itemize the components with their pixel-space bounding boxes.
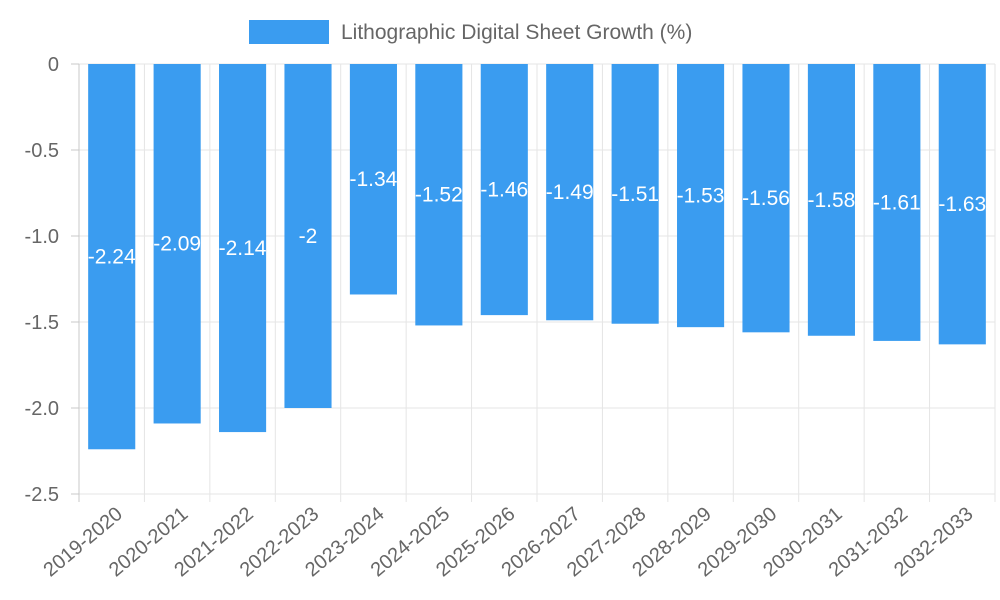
- bar-value-label: -1.34: [349, 168, 397, 191]
- legend[interactable]: Lithographic Digital Sheet Growth (%): [249, 20, 692, 44]
- y-tick-label: -2.5: [25, 484, 59, 506]
- bar-value-label: -1.61: [873, 191, 921, 214]
- bar-value-label: -2.14: [219, 237, 267, 260]
- y-tick-label: -2.0: [25, 398, 59, 420]
- bar-value-label: -2.09: [153, 233, 201, 256]
- data-labels: -2.24 -2.09 -2.14 -2 -1.34 -1.52 -1.46 -1.49 -1.…: [88, 168, 986, 268]
- y-tick-label: 0: [48, 54, 59, 76]
- bar[interactable]: [284, 64, 332, 408]
- bar-value-label: -1.51: [611, 183, 659, 206]
- bar[interactable]: [938, 64, 986, 345]
- grid-layer: [78, 63, 996, 502]
- bar-value-label: -1.56: [742, 187, 790, 210]
- axes: [71, 63, 80, 502]
- y-tick-label: -0.5: [25, 140, 59, 162]
- bar-value-label: -1.63: [938, 193, 986, 216]
- y-tick-label: -1.5: [25, 312, 59, 334]
- bar-value-label: -1.46: [480, 179, 528, 202]
- y-tick-label: -1.0: [25, 226, 59, 248]
- legend-swatch: [249, 20, 329, 44]
- bar[interactable]: [153, 64, 201, 424]
- bar[interactable]: [415, 64, 463, 326]
- bar[interactable]: [611, 64, 659, 324]
- bar[interactable]: [742, 64, 790, 333]
- bar-value-label: -1.58: [807, 189, 855, 212]
- bar[interactable]: [480, 64, 528, 316]
- bar[interactable]: [219, 64, 267, 433]
- legend-label: Lithographic Digital Sheet Growth (%): [341, 21, 692, 44]
- y-axis-ticks: 0 -0.5 -1.0 -1.5 -2.0 -2.5: [25, 54, 59, 506]
- bar[interactable]: [677, 64, 725, 328]
- x-axis-ticks: 2019-20202020-20212021-20222022-20232023…: [40, 503, 978, 581]
- bar-value-label: -2.24: [88, 246, 136, 269]
- bar-value-label: -1.49: [546, 181, 594, 204]
- bar-value-label: -1.53: [677, 185, 725, 208]
- bar-value-label: -1.52: [415, 184, 463, 207]
- bar[interactable]: [546, 64, 594, 321]
- bar-value-label: -2: [299, 225, 318, 248]
- bar[interactable]: [349, 64, 397, 295]
- bar[interactable]: [807, 64, 855, 336]
- bars: [88, 64, 986, 450]
- bar[interactable]: [88, 64, 136, 450]
- bar[interactable]: [873, 64, 921, 341]
